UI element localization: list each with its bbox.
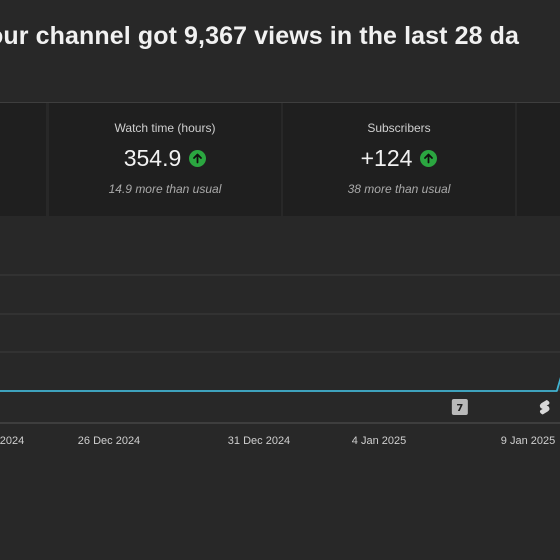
subscribers-title: Subscribers xyxy=(367,121,431,135)
x-tick-label: 2024 xyxy=(0,435,24,447)
arrow-up-icon xyxy=(420,150,438,167)
subscribers-metric-card[interactable]: Subscribers +124 38 more than usual xyxy=(283,103,515,216)
subscribers-value: +124 xyxy=(360,145,413,171)
x-tick-label: 9 Jan 2025 xyxy=(501,435,555,447)
watch-time-title: Watch time (hours) xyxy=(114,121,216,135)
x-tick-label: 4 Jan 2025 xyxy=(352,435,406,447)
arrow-up-icon xyxy=(189,150,207,167)
video-marker-label: 7 xyxy=(456,403,463,414)
watch-time-value: 354.9 xyxy=(123,145,182,171)
shorts-icon-shape xyxy=(539,400,550,415)
views-metric-card[interactable]: l xyxy=(0,103,46,216)
page-title: our channel got 9,367 views in the last … xyxy=(0,22,520,50)
section-divider xyxy=(0,102,560,103)
x-tick-label: 26 Dec 2024 xyxy=(78,435,140,447)
video-marker xyxy=(451,399,468,415)
series-line xyxy=(0,377,560,392)
watch-time-note: 14.9 more than usual xyxy=(108,182,222,196)
extra-metric-card[interactable] xyxy=(517,103,560,216)
subscribers-note: 38 more than usual xyxy=(347,182,451,196)
x-tick-label: 31 Dec 2024 xyxy=(228,435,290,447)
watch-time-metric-card[interactable]: Watch time (hours) 354.9 14.9 more than … xyxy=(49,103,281,216)
shorts-icon xyxy=(539,400,550,415)
series-area xyxy=(0,380,560,391)
